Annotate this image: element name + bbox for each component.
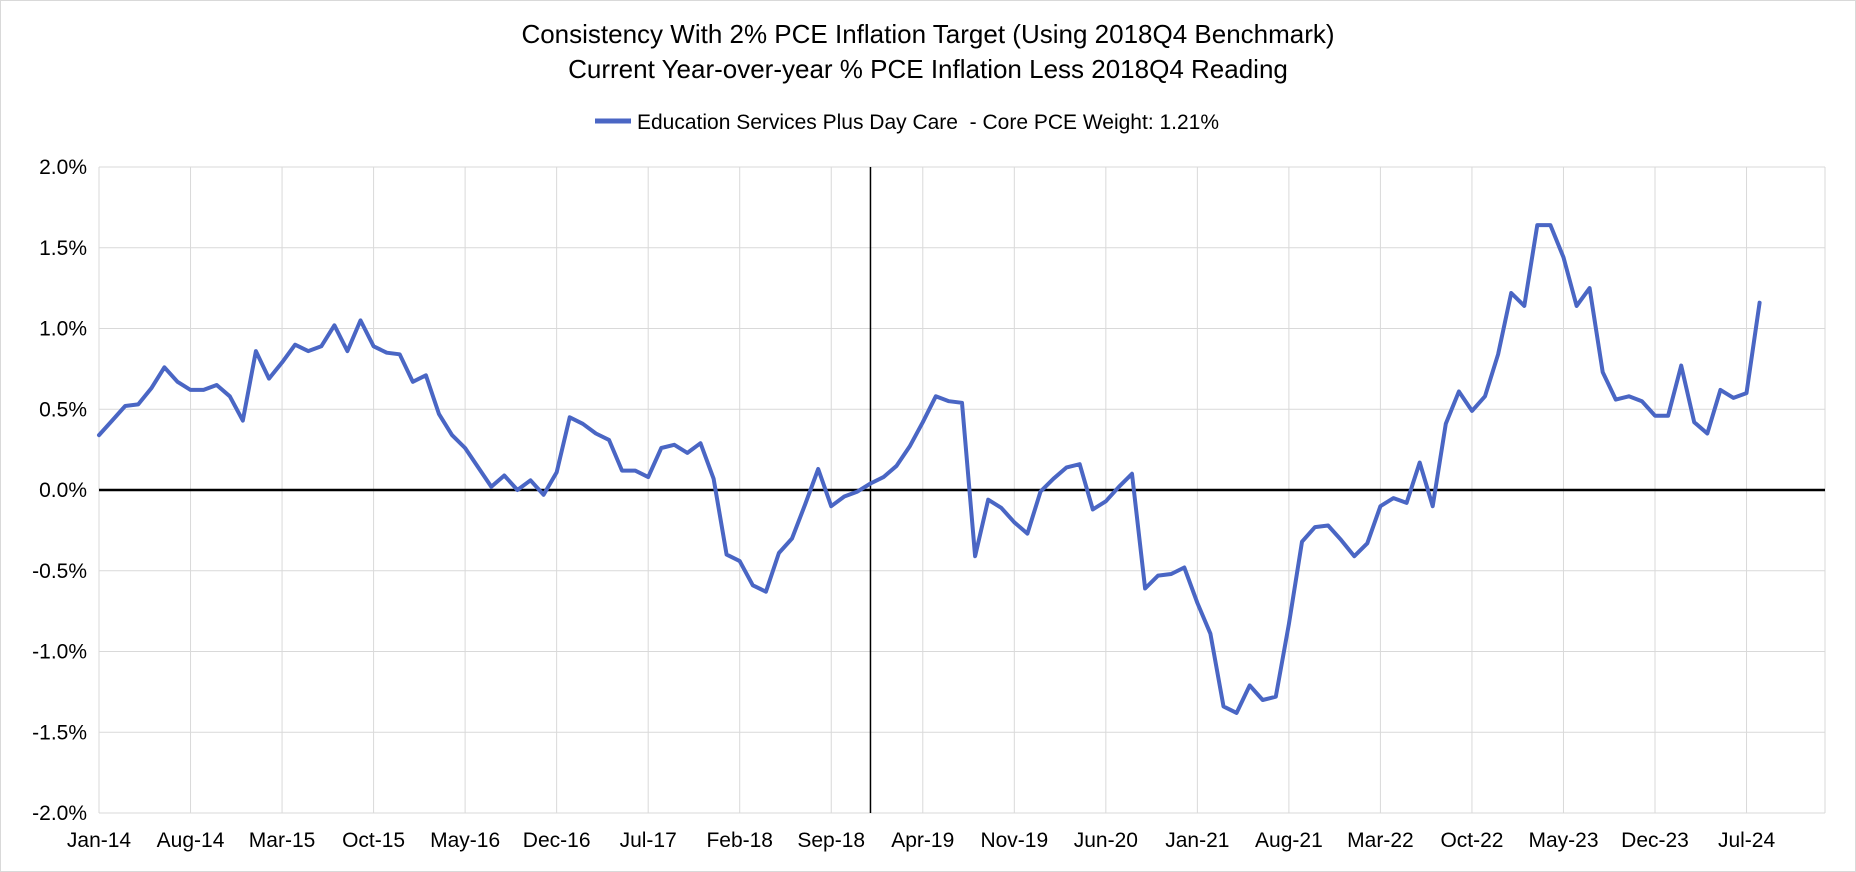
- x-tick-label: Dec-16: [523, 829, 591, 852]
- y-tick-label: 1.0%: [39, 318, 87, 341]
- x-tick-label: Oct-22: [1440, 829, 1503, 852]
- y-tick-label: 0.5%: [39, 398, 87, 421]
- x-tick-label: May-16: [430, 829, 500, 852]
- x-tick-label: Aug-14: [157, 829, 225, 852]
- series-layer: [97, 223, 1762, 715]
- y-tick-label: -0.5%: [32, 560, 87, 583]
- x-tick-label: Mar-15: [249, 829, 316, 852]
- x-tick-label: Jan-14: [67, 829, 132, 852]
- y-tick-label: -1.5%: [32, 721, 87, 744]
- axis-layer: [99, 167, 1825, 813]
- y-tick-label: 0.0%: [39, 479, 87, 502]
- y-tick-label: 1.5%: [39, 237, 87, 260]
- x-tick-label: May-23: [1528, 829, 1598, 852]
- x-tick-label: Oct-15: [342, 829, 405, 852]
- chart-subtitle: Current Year-over-year % PCE Inflation L…: [568, 54, 1288, 84]
- y-tick-label: 2.0%: [39, 156, 87, 179]
- x-tick-label: Apr-19: [891, 829, 954, 852]
- x-tick-label: Mar-22: [1347, 829, 1414, 852]
- legend-label: Education Services Plus Day Care - Core …: [637, 111, 1219, 134]
- x-tick-label: Jul-17: [620, 829, 677, 852]
- x-tick-label: Feb-18: [706, 829, 773, 852]
- x-tick-label: Nov-19: [980, 829, 1048, 852]
- x-tick-label: Jul-24: [1718, 829, 1776, 852]
- chart-title: Consistency With 2% PCE Inflation Target…: [521, 19, 1334, 49]
- x-tick-label: Jun-20: [1074, 829, 1138, 852]
- x-tick-label: Dec-23: [1621, 829, 1689, 852]
- x-tick-label: Aug-21: [1255, 829, 1323, 852]
- legend: Education Services Plus Day Care - Core …: [595, 111, 1219, 134]
- series-line: [97, 223, 1762, 715]
- label-layer: 2.0% 1.5% 1.0% 0.5% 0.0% -0.5% -1.0% -1.5% -2.0%…: [32, 156, 1775, 852]
- y-tick-label: -1.0%: [32, 641, 87, 664]
- x-tick-label: Jan-21: [1165, 829, 1229, 852]
- x-tick-label: Sep-18: [797, 829, 865, 852]
- y-tick-label: -2.0%: [32, 802, 87, 825]
